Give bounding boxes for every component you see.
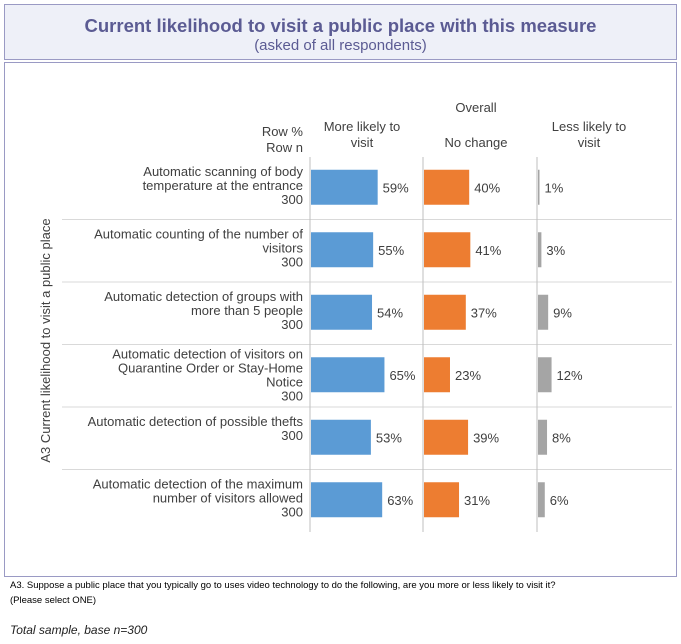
bar: [311, 482, 383, 518]
bar: [311, 169, 378, 205]
footnote-instruction: (Please select ONE): [10, 595, 97, 606]
footnote-question: A3. Suppose a public place that you typi…: [10, 580, 556, 591]
data-label: 63%: [387, 493, 413, 508]
series-header-0-1: visit: [351, 135, 374, 150]
category-label: Quarantine Order or Stay-Home: [118, 361, 303, 376]
series-header-2-0: Less likely to: [552, 119, 626, 134]
data-label: 6%: [550, 493, 569, 508]
data-label: 8%: [552, 430, 571, 445]
data-label: 9%: [553, 305, 572, 320]
row-header-1: Row n: [266, 140, 303, 155]
category-label: Automatic counting of the number of: [94, 227, 303, 242]
data-label: 12%: [557, 368, 583, 383]
category-label: Automatic detection of visitors on: [112, 347, 303, 362]
bar: [538, 169, 540, 205]
bar: [311, 357, 385, 393]
data-label: 55%: [378, 243, 404, 258]
category-label: Automatic scanning of body: [143, 164, 303, 179]
bar: [424, 294, 466, 330]
chart-title: Current likelihood to visit a public pla…: [84, 15, 597, 36]
data-label: 3%: [546, 243, 565, 258]
data-label: 39%: [473, 430, 499, 445]
category-label: Automatic detection of groups with: [104, 289, 303, 304]
base-note: Total sample, base n=300: [10, 623, 148, 637]
series-header-2-1: visit: [578, 135, 601, 150]
row-n-label: 300: [281, 192, 303, 207]
row-n-label: 300: [281, 428, 303, 443]
data-label: 59%: [383, 180, 409, 195]
bar: [424, 357, 450, 393]
bar: [538, 419, 548, 455]
data-label: 23%: [455, 368, 481, 383]
row-n-label: 300: [281, 317, 303, 332]
category-label: visitors: [263, 241, 304, 256]
data-label: 54%: [377, 305, 403, 320]
data-label: 37%: [471, 305, 497, 320]
category-label: Notice: [266, 375, 303, 390]
title-panel: Current likelihood to visit a public pla…: [4, 4, 677, 60]
category-label: number of visitors allowed: [153, 491, 303, 506]
data-label: 40%: [474, 180, 500, 195]
data-label: 53%: [376, 430, 402, 445]
row-n-label: 300: [281, 389, 303, 404]
data-label: 1%: [545, 180, 564, 195]
data-label: 31%: [464, 493, 490, 508]
bar: [311, 419, 371, 455]
data-label: 65%: [389, 368, 415, 383]
bar: [311, 294, 373, 330]
bar: [538, 357, 552, 393]
row-header-0: Row %: [262, 124, 304, 139]
group-header-overall: Overall: [455, 100, 496, 115]
bar: [538, 294, 549, 330]
bar: [538, 482, 545, 518]
category-label: more than 5 people: [191, 303, 303, 318]
y-axis-title: A3 Current likelihood to visit a public …: [38, 218, 53, 462]
data-label: 41%: [475, 243, 501, 258]
bar: [538, 232, 542, 268]
bar: [424, 419, 469, 455]
row-n-label: 300: [281, 255, 303, 270]
bar: [424, 232, 471, 268]
chart-subtitle: (asked of all respondents): [254, 37, 427, 54]
category-label: Automatic detection of possible thefts: [88, 414, 304, 429]
category-label: temperature at the entrance: [143, 178, 303, 193]
bar: [424, 169, 470, 205]
series-header-1-0: No change: [445, 135, 508, 150]
series-header-0-0: More likely to: [324, 119, 401, 134]
row-n-label: 300: [281, 505, 303, 520]
bar: [424, 482, 460, 518]
category-label: Automatic detection of the maximum: [93, 477, 303, 492]
bar: [311, 232, 374, 268]
